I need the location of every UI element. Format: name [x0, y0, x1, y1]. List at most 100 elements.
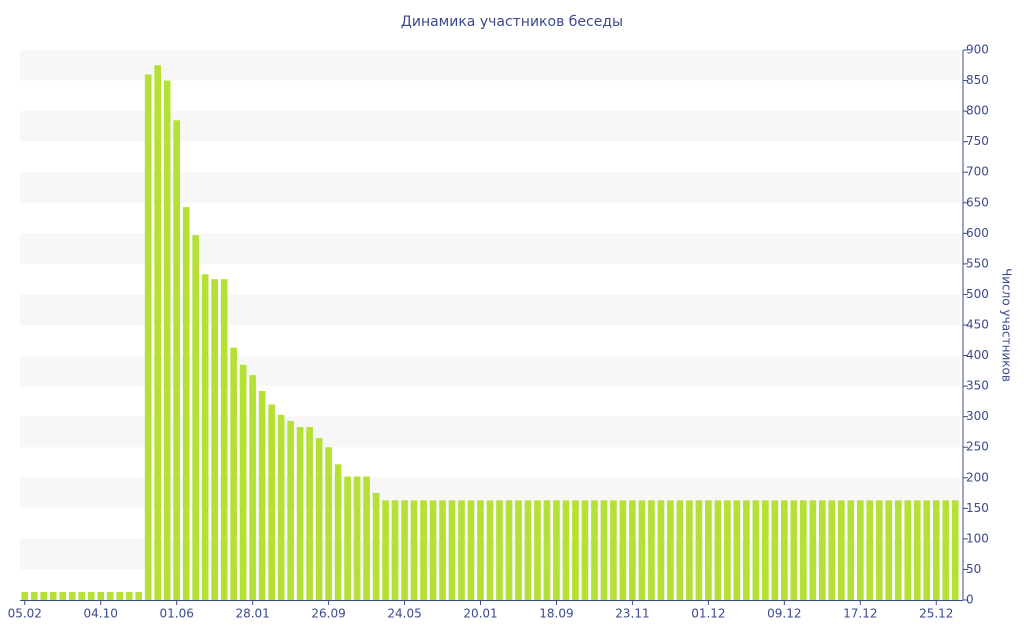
- bar: [125, 592, 133, 600]
- bar: [116, 592, 124, 600]
- y-tick-label: 650: [966, 195, 989, 209]
- bar: [904, 500, 912, 600]
- bar: [676, 500, 684, 600]
- y-axis-title: Число участников: [1000, 268, 1014, 382]
- bar: [154, 65, 161, 601]
- y-tick-label: 400: [966, 348, 989, 362]
- bar: [885, 500, 893, 600]
- bar: [771, 500, 779, 600]
- bar: [894, 500, 902, 600]
- bar: [657, 500, 665, 600]
- y-tick-label: 350: [966, 379, 989, 393]
- x-tick-label: 23.11: [615, 607, 649, 621]
- x-tick-label: 28.01: [235, 607, 269, 621]
- bar: [477, 500, 484, 600]
- bar: [467, 500, 475, 600]
- bar: [781, 500, 788, 600]
- y-tick-label: 500: [966, 287, 989, 301]
- bar: [182, 207, 190, 601]
- bar: [201, 274, 209, 600]
- bar: [724, 500, 731, 600]
- x-tick-label: 04.10: [84, 607, 118, 621]
- bar: [534, 500, 541, 600]
- bar: [591, 500, 598, 600]
- bar: [401, 500, 408, 600]
- bar: [610, 500, 617, 600]
- y-tick-label: 150: [966, 501, 989, 515]
- bar: [59, 592, 67, 600]
- bar: [486, 500, 494, 600]
- y-tick-label: 800: [966, 104, 989, 118]
- y-tick-label: 450: [966, 318, 989, 332]
- bar: [866, 500, 874, 600]
- bar: [420, 500, 427, 600]
- bar: [78, 592, 86, 600]
- y-tick-label: 700: [966, 165, 989, 179]
- bar: [800, 500, 807, 600]
- bar: [211, 279, 218, 600]
- y-tick-label: 850: [966, 73, 989, 87]
- bar: [496, 500, 503, 600]
- bar: [306, 427, 313, 600]
- bar: [705, 500, 712, 600]
- bar: [619, 500, 627, 600]
- bar: [543, 500, 551, 600]
- bar: [49, 592, 57, 600]
- chart-title: Динамика участников беседы: [401, 14, 623, 30]
- bar: [230, 347, 237, 600]
- bar: [562, 500, 570, 600]
- bar: [363, 476, 370, 600]
- bar: [429, 500, 437, 600]
- bar: [913, 500, 921, 600]
- bar: [648, 500, 655, 600]
- bar: [743, 500, 750, 600]
- x-tick-label: 20.01: [463, 607, 497, 621]
- bar: [353, 476, 361, 600]
- y-tick-label: 750: [966, 134, 989, 148]
- bar: [752, 500, 760, 600]
- bar: [106, 592, 114, 600]
- x-tick-label: 18.09: [539, 607, 573, 621]
- y-tick-label: 250: [966, 440, 989, 454]
- bar: [21, 592, 29, 600]
- bar: [837, 500, 845, 600]
- bar: [239, 364, 247, 600]
- bar: [600, 500, 608, 600]
- bar: [144, 74, 152, 600]
- bar: [192, 235, 199, 600]
- bar: [856, 500, 864, 600]
- bar: [553, 500, 560, 600]
- bar: [268, 404, 275, 600]
- bar: [344, 476, 351, 600]
- y-tick-label: 50: [966, 562, 981, 576]
- bar: [951, 500, 959, 600]
- bar: [515, 500, 522, 600]
- bar: [686, 500, 693, 600]
- y-tick-label: 600: [966, 226, 989, 240]
- bar: [505, 500, 513, 600]
- x-tick-label: 09.12: [767, 607, 801, 621]
- bar: [733, 500, 741, 600]
- bar: [372, 493, 380, 600]
- bar: [875, 500, 883, 600]
- bar: [819, 500, 826, 600]
- bar: [439, 500, 446, 600]
- bar: [828, 500, 836, 600]
- y-tick-label: 200: [966, 470, 989, 484]
- bar: [382, 500, 389, 600]
- bar: [581, 500, 589, 600]
- bar: [847, 500, 855, 600]
- bar: [790, 500, 798, 600]
- bar: [163, 80, 171, 601]
- bar: [135, 592, 143, 600]
- bar: [391, 500, 399, 600]
- bar: [68, 592, 76, 600]
- bar: [97, 592, 105, 600]
- bar: [638, 500, 646, 600]
- bar: [714, 500, 722, 600]
- bar: [524, 500, 532, 600]
- bar: [667, 500, 674, 600]
- bar: [296, 427, 304, 600]
- bar: [942, 500, 950, 600]
- bar: [923, 500, 931, 600]
